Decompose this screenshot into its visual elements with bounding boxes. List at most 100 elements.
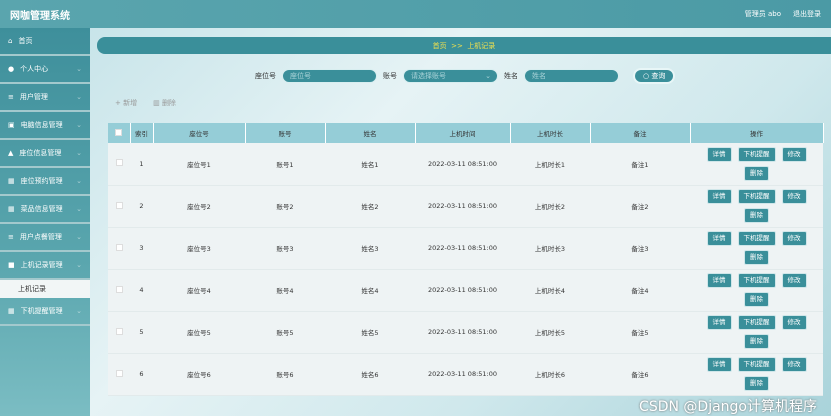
- offline-remind-button[interactable]: 下机提醒: [737, 273, 776, 288]
- delete-row-button[interactable]: 删除: [744, 250, 769, 265]
- table-cell: 座位号1: [153, 143, 245, 186]
- sidebar-item-4[interactable]: ▲ 座位信息管理 ⌄: [0, 140, 90, 168]
- table-cell: 上机时长2: [510, 185, 590, 228]
- detail-button[interactable]: 详情: [706, 146, 732, 162]
- edit-button[interactable]: 修改: [781, 357, 807, 372]
- detail-button[interactable]: 详情: [706, 315, 732, 330]
- offline-remind-button[interactable]: 下机提醒: [737, 357, 776, 372]
- search-button[interactable]: ○ 查询: [633, 68, 676, 84]
- table-cell: 账号3: [245, 227, 325, 270]
- chevron-down-icon: ⌄: [76, 177, 82, 185]
- row-select[interactable]: [108, 353, 130, 396]
- row-checkbox[interactable]: [115, 327, 123, 335]
- table-cell: 2022-03-11 08:51:00: [415, 185, 510, 228]
- table-cell: 座位号4: [153, 269, 245, 312]
- sidebar-subitem-records[interactable]: 上机记录: [0, 280, 90, 298]
- select-all[interactable]: [108, 123, 131, 143]
- sidebar-item-9[interactable]: ▦ 下机提醒管理 ⌄: [0, 298, 90, 326]
- table-cell: 账号5: [245, 311, 325, 354]
- list-icon: ≡: [8, 233, 14, 241]
- search-button-label: 查询: [651, 72, 666, 80]
- delete-row-button[interactable]: 删除: [744, 165, 769, 181]
- delete-row-button[interactable]: 删除: [744, 292, 769, 307]
- select-all-checkbox[interactable]: [115, 128, 123, 136]
- current-user: 管理员 abo: [744, 10, 781, 18]
- row-checkbox[interactable]: [115, 369, 123, 377]
- table-cell: 账号6: [245, 353, 325, 396]
- table-cell: 备注6: [590, 353, 690, 396]
- edit-button[interactable]: 修改: [781, 315, 807, 330]
- delete-row-button[interactable]: 删除: [744, 334, 769, 349]
- breadcrumb-current: 上机记录: [467, 41, 496, 50]
- sidebar-item-8[interactable]: ■ 上机记录管理 ⌄: [0, 252, 90, 280]
- table-cell: 备注1: [590, 143, 690, 186]
- row-select[interactable]: [108, 269, 130, 312]
- breadcrumb-home[interactable]: 首页: [432, 41, 447, 50]
- sidebar-item-2[interactable]: ≡ 用户管理 ⌄: [0, 84, 90, 112]
- row-checkbox[interactable]: [115, 243, 123, 251]
- delete-button[interactable]: ▥ 删除: [153, 98, 176, 108]
- table-cell: 2022-03-11 08:51:00: [415, 311, 510, 354]
- sidebar-item-1[interactable]: ● 个人中心 ⌄: [0, 56, 90, 84]
- offline-remind-button[interactable]: 下机提醒: [737, 315, 776, 330]
- sidebar-item-label: 首页: [18, 37, 33, 45]
- detail-button[interactable]: 详情: [706, 357, 732, 372]
- table-cell: 2022-03-11 08:51:00: [415, 227, 510, 270]
- edit-button[interactable]: 修改: [781, 231, 807, 246]
- column-header: 备注: [590, 123, 691, 143]
- edit-button[interactable]: 修改: [781, 146, 807, 162]
- name-input[interactable]: 姓名: [524, 69, 619, 83]
- table-cell: 6: [130, 353, 153, 396]
- sidebar-item-3[interactable]: ▣ 电脑信息管理 ⌄: [0, 112, 90, 140]
- offline-remind-button[interactable]: 下机提醒: [737, 231, 776, 246]
- detail-button[interactable]: 详情: [706, 189, 732, 204]
- table-row: 1 座位号1 账号1 姓名1 2022-03-11 08:51:00 上机时长1 备注1 详情…: [108, 143, 823, 186]
- table-cell: 备注5: [590, 311, 690, 354]
- actions-cell: 详情 下机提醒 修改 删除: [690, 311, 823, 354]
- offline-remind-button[interactable]: 下机提醒: [737, 189, 776, 204]
- sidebar-item-label: 座位信息管理: [19, 149, 62, 157]
- row-checkbox[interactable]: [115, 159, 123, 167]
- column-header: 上机时长: [510, 123, 591, 143]
- add-button[interactable]: + 新增: [115, 99, 138, 107]
- chevron-down-icon: ⌄: [76, 233, 82, 241]
- sidebar-item-7[interactable]: ≡ 用户点餐管理 ⌄: [0, 224, 90, 252]
- edit-button[interactable]: 修改: [781, 273, 807, 288]
- table-cell: 2022-03-11 08:51:00: [415, 353, 510, 396]
- sidebar-item-6[interactable]: ▦ 菜品信息管理 ⌄: [0, 196, 90, 224]
- logout-link[interactable]: 退出登录: [793, 10, 821, 18]
- row-select[interactable]: [108, 185, 130, 228]
- sidebar: ⌂ 首页 ● 个人中心 ⌄ ≡ 用户管理 ⌄ ▣ 电脑信息管理 ⌄ ▲ 座位信息管理 ⌄ ▦ 座位预约管理 ⌄ ▦…: [0, 28, 90, 416]
- detail-button[interactable]: 详情: [706, 273, 732, 288]
- table-cell: 账号1: [245, 143, 325, 186]
- offline-remind-button[interactable]: 下机提醒: [737, 146, 776, 162]
- edit-button[interactable]: 修改: [781, 189, 807, 204]
- delete-row-button[interactable]: 删除: [744, 208, 769, 223]
- detail-button[interactable]: 详情: [706, 231, 732, 246]
- monitor-icon: ■: [8, 261, 15, 269]
- delete-row-button[interactable]: 删除: [744, 376, 769, 391]
- row-select[interactable]: [108, 311, 130, 354]
- search-bar: 座位号 座位号 账号 请选择账号 ⌄ 姓名 姓名 ○ 查询: [255, 68, 676, 84]
- table-cell: 姓名5: [325, 311, 415, 354]
- table-row: 4 座位号4 账号4 姓名4 2022-03-11 08:51:00 上机时长4 备注4 详情…: [108, 269, 823, 312]
- sidebar-item-label: 用户管理: [19, 93, 48, 101]
- table-cell: 姓名6: [325, 353, 415, 396]
- seat-input[interactable]: 座位号: [282, 69, 377, 83]
- breadcrumb-separator: >>: [451, 41, 463, 50]
- sidebar-item-0[interactable]: ⌂ 首页: [0, 28, 90, 56]
- row-select[interactable]: [108, 143, 130, 186]
- row-select[interactable]: [108, 227, 130, 270]
- table-cell: 4: [130, 269, 153, 312]
- row-checkbox[interactable]: [115, 201, 123, 209]
- sidebar-item-label: 上机记录管理: [20, 261, 63, 269]
- list-icon: ≡: [8, 93, 14, 101]
- grid-icon: ▦: [8, 177, 15, 185]
- account-label: 账号: [383, 72, 397, 80]
- row-checkbox[interactable]: [115, 285, 123, 293]
- chevron-down-icon: ⌄: [76, 65, 82, 73]
- table-cell: 姓名1: [325, 143, 415, 186]
- account-select[interactable]: 请选择账号 ⌄: [403, 69, 498, 83]
- sidebar-item-5[interactable]: ▦ 座位预约管理 ⌄: [0, 168, 90, 196]
- chevron-down-icon: ⌄: [76, 307, 82, 315]
